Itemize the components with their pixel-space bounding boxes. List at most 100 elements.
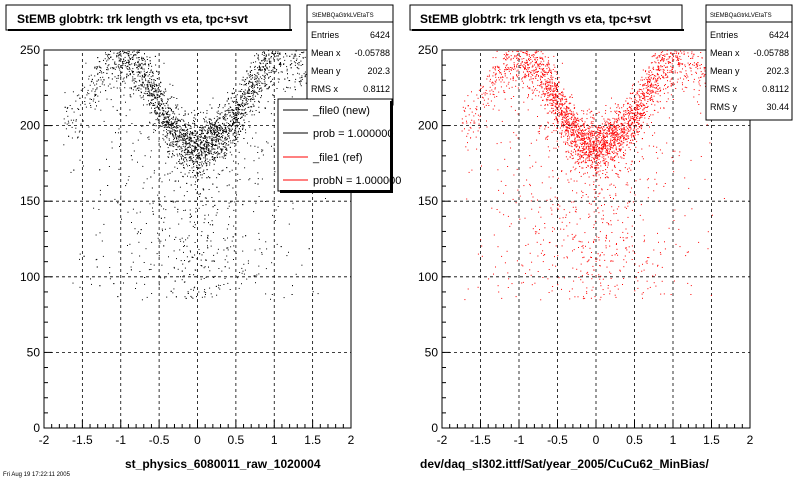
data-point [588,129,590,131]
data-point [628,135,630,137]
data-point [237,104,239,106]
data-point [126,273,128,274]
data-point [578,149,579,151]
data-point [648,118,650,120]
data-point [201,141,203,143]
data-point [109,58,110,60]
data-point [194,143,196,144]
data-point [584,143,586,145]
data-point [232,109,233,111]
data-point [703,67,705,68]
data-point [108,64,110,66]
data-point [212,183,214,185]
data-point [238,112,240,114]
data-point [510,58,512,60]
data-point [594,145,596,147]
data-point [165,209,167,211]
data-point [247,91,249,93]
data-point [87,92,88,94]
data-point [219,105,220,107]
data-point [143,57,144,59]
data-point [651,73,653,75]
data-point [659,55,661,57]
data-point [633,112,635,114]
data-point [568,138,570,140]
data-point [119,74,121,76]
data-point [192,297,194,299]
data-point [250,78,252,80]
data-point [131,252,133,254]
data-point [154,96,156,98]
data-point [223,123,225,125]
data-point [163,115,165,117]
data-point [116,55,118,57]
data-point [173,129,175,131]
data-point [233,88,234,90]
data-point [213,148,215,150]
data-point [219,127,220,129]
data-point [633,108,635,110]
data-point [565,130,566,132]
data-point [613,150,615,152]
data-point [137,64,139,66]
data-point [204,119,205,121]
data-point [304,76,306,78]
data-point [242,250,244,252]
data-point [233,97,235,98]
data-point [256,274,258,276]
data-point [195,177,197,179]
data-point [566,119,568,121]
data-point [296,58,298,60]
data-point [185,133,186,134]
data-point [168,110,169,112]
data-point [586,110,588,112]
data-point [250,145,252,147]
data-point [544,83,546,85]
data-point [191,133,193,135]
data-point [173,139,175,141]
data-point [632,135,634,136]
data-point [198,193,200,195]
data-point [196,296,197,298]
data-point [197,145,199,147]
data-point [96,66,98,68]
data-point [660,293,662,295]
data-point [209,129,211,131]
data-point [99,77,101,79]
data-point [229,140,231,142]
data-point [187,154,189,156]
data-point [207,131,209,132]
data-point [144,72,146,74]
data-point [253,89,255,91]
data-point [123,58,125,60]
data-point [278,58,280,60]
data-point [210,130,212,132]
data-point [266,68,268,70]
data-point [187,113,189,115]
data-point [553,99,555,101]
data-point [554,103,556,105]
data-point [149,122,151,124]
data-point [233,121,234,123]
data-point [211,296,213,298]
data-point [264,58,266,60]
data-point [214,124,216,126]
data-point [595,150,597,151]
data-point [627,113,629,115]
data-point [175,149,177,150]
data-point [544,94,546,96]
data-point [240,126,241,127]
data-point [510,55,512,57]
data-point [244,92,246,94]
data-point [634,119,636,121]
data-point [630,107,632,109]
data-point [504,262,506,264]
data-point [548,81,550,83]
data-point [235,122,237,124]
data-point [554,196,556,198]
data-point [213,131,215,133]
data-point [149,203,151,205]
data-point [209,224,211,226]
data-point [246,71,248,73]
data-point [244,83,246,85]
